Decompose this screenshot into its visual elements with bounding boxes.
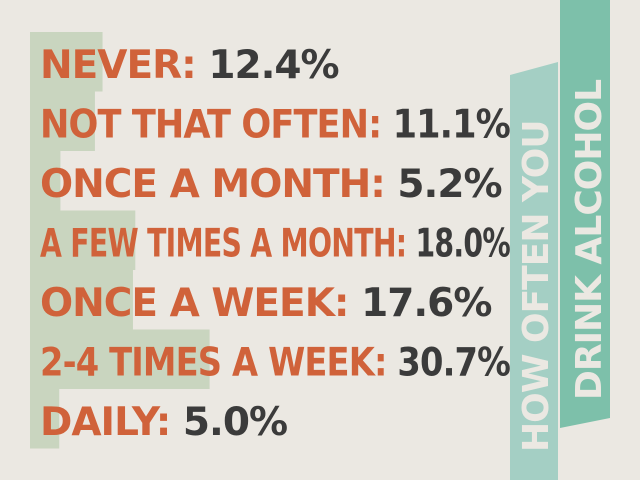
bar-2 [30, 151, 61, 211]
category-label-2: ONCE A MONTH: [40, 162, 397, 207]
bar-6 [30, 389, 60, 449]
category-label-6: DAILY: [40, 400, 183, 445]
category-label-1: NOT THAT OFTEN: [40, 103, 393, 148]
labels-layer: NEVER: 12.4% NOT THAT OFTEN: 11.1% ONCE A … [40, 43, 511, 445]
bar-0 [30, 32, 103, 92]
row-label-5: 2-4 TIMES A WEEK: 30.7% [40, 341, 510, 386]
title-banner: HOW OFTEN YOU DRINK ALCOHOL [510, 0, 610, 480]
bar-3 [30, 210, 136, 270]
category-label-4: ONCE A WEEK: [40, 281, 361, 326]
row-label-0: NEVER: 12.4% [40, 43, 339, 88]
value-label-4: 17.6% [361, 281, 491, 326]
value-label-5: 30.7% [397, 341, 510, 386]
value-label-3: 18.0% [415, 222, 510, 267]
row-label-1: NOT THAT OFTEN: 11.1% [40, 103, 510, 148]
category-label-0: NEVER: [40, 43, 208, 88]
row-label-2: ONCE A MONTH: 5.2% [40, 162, 502, 207]
banner-back [510, 62, 558, 480]
bar-4 [30, 270, 133, 330]
value-label-6: 5.0% [183, 400, 287, 445]
value-label-0: 12.4% [208, 43, 338, 88]
bar-1 [30, 91, 95, 151]
title-line-2: DRINK ALCOHOL [569, 80, 610, 400]
row-label-4: ONCE A WEEK: 17.6% [40, 281, 491, 326]
banner-front [560, 0, 610, 428]
category-label-5: 2-4 TIMES A WEEK: [40, 341, 397, 386]
value-label-2: 5.2% [397, 162, 501, 207]
value-label-1: 11.1% [393, 103, 510, 148]
bar-5 [30, 329, 210, 389]
category-label-3: A FEW TIMES A MONTH: [40, 222, 415, 267]
row-label-6: DAILY: 5.0% [40, 400, 287, 445]
bars-layer [30, 32, 210, 449]
title-line-1: HOW OFTEN YOU [516, 120, 557, 452]
row-label-3: A FEW TIMES A MONTH: 18.0% [40, 222, 510, 267]
